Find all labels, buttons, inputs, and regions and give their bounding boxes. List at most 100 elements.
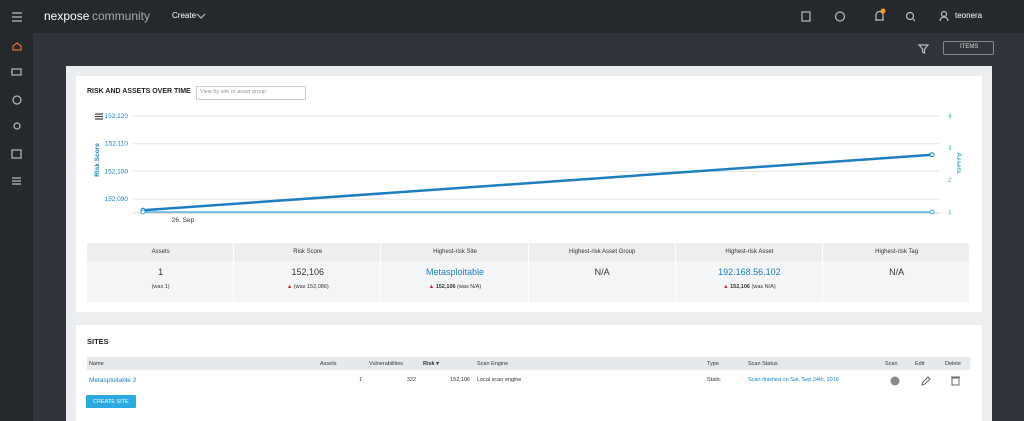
panel-title: RISK AND ASSETS OVER TIME [87,88,191,95]
assets-icon[interactable] [11,68,22,76]
series-line [142,153,933,212]
create-caret[interactable] [196,13,206,19]
brand: nexpose [44,9,90,23]
sites-header: Name [89,361,104,367]
point [929,152,935,158]
y2-tick-label: 3 [948,145,952,152]
y2-tick-label: 1 [948,209,952,216]
summary-value: 152,106 [291,267,325,277]
y-tick-label: 152,100 [105,168,129,175]
sites-cell: Local scan engine [477,377,522,383]
sites-header: Scan Status [748,361,778,367]
trend-icon: ▲ [723,284,731,290]
point [140,209,146,215]
summary-header: Highest-risk Asset [725,249,774,255]
note-score: 152,106 [730,284,750,290]
search-icon[interactable] [905,11,915,21]
note-text: (was N/A) [751,284,776,290]
summary-header: Risk Score [293,249,323,255]
sidebar [0,33,33,421]
x-tick-label: 26. Sep [172,217,195,224]
chart-menu[interactable] [95,113,103,120]
admin-icon[interactable] [12,177,21,185]
sites-header: Risk ▾ [423,361,439,367]
sites-cell: Metasploitable 2 [89,377,137,384]
note-score: 152,106 [435,284,456,290]
delete-icon[interactable] [951,376,960,386]
sites-header: Assets [320,361,337,367]
sites-header: Scan Engine [477,361,509,367]
vuln-icon[interactable] [12,95,22,105]
help-icon[interactable] [834,11,846,22]
summary-value: 1 [158,267,164,277]
create-site-button[interactable] [86,395,136,408]
trend-icon: ▲ [428,284,436,290]
summary-header: Highest-risk Site [433,249,477,255]
note-text: (was N/A) [457,284,482,290]
note-text: (was 152,086) [293,284,329,290]
sites-header-row [87,357,970,370]
sites-cell: 1 [358,377,362,383]
summary-note: ▲ 152,106 (was N/A) [676,284,823,290]
summary-cell [528,243,675,302]
summary-cell [823,243,970,302]
summary-value: N/A [889,267,905,277]
home-icon[interactable] [12,42,22,51]
brand-suffix: community [92,9,151,23]
y-tick-label: 152,120 [105,113,129,120]
search-placeholder: View by site or asset group [200,89,266,95]
summary-cell [381,243,528,302]
create-menu[interactable]: Create [172,11,197,20]
create-site-label: CREATE SITE [93,399,129,405]
y2-tick-label: 4 [948,113,952,120]
y-axis-label: Risk Score [94,143,101,177]
reports-nav-icon[interactable] [11,149,22,159]
summary-value: Metasploitable [425,267,484,277]
summary-header: Assets [151,249,170,255]
sites-header: Delete [945,361,961,367]
note-text: (was 1) [151,284,170,290]
summary-header: Highest-risk Asset Group [569,249,636,255]
user-menu[interactable]: teonera [955,11,983,20]
summary-cell [234,243,381,302]
y2-axis-label: Assets [955,152,962,174]
search-box[interactable] [196,86,306,100]
top-bar [0,0,1024,33]
sites-title: SITES [87,337,109,346]
point [929,209,935,215]
filter-icon[interactable] [917,44,930,54]
items-label: ITEMS [960,44,979,50]
sites-cell: 152,106 [450,377,470,383]
summary-value: 192.168.56.102 [718,267,781,277]
sites-panel [76,325,982,421]
notification-icon[interactable] [875,10,884,21]
y-tick-label: 152,110 [105,141,128,148]
sites-header: Vulnerabilities [369,361,404,367]
menu-icon[interactable] [12,12,22,22]
summary-cell [87,243,234,302]
summary-header: Highest-risk Tag [875,249,919,255]
summary-note: (was 1) [87,284,234,290]
sites-cell: 322 [406,377,416,383]
sites-cell: Scan finished on Sat, Sep 24th, 2016 [748,377,839,383]
edit-icon[interactable] [921,376,931,386]
summary-note: ▲ 152,106 (was N/A) [381,284,528,290]
sites-header: Scan [885,361,898,367]
summary-cell [675,243,822,302]
items-button[interactable] [943,41,994,55]
y2-tick-label: 2 [948,177,952,184]
summary-value: N/A [594,267,610,277]
trend-icon: ▲ [286,284,294,290]
sites-header: Edit [915,361,925,367]
y-tick-label: 152,090 [105,196,129,203]
chart: 152,090 152,100 152,110 152,120 1 2 3 4 26. Sep R… [94,113,962,224]
sites-cell: Static [707,377,721,383]
reports-icon[interactable] [801,11,811,22]
summary-note: ▲ (was 152,086) [234,284,381,290]
sites-header: Type [707,361,719,367]
policy-icon[interactable] [13,122,21,130]
scan-icon[interactable] [890,376,900,386]
